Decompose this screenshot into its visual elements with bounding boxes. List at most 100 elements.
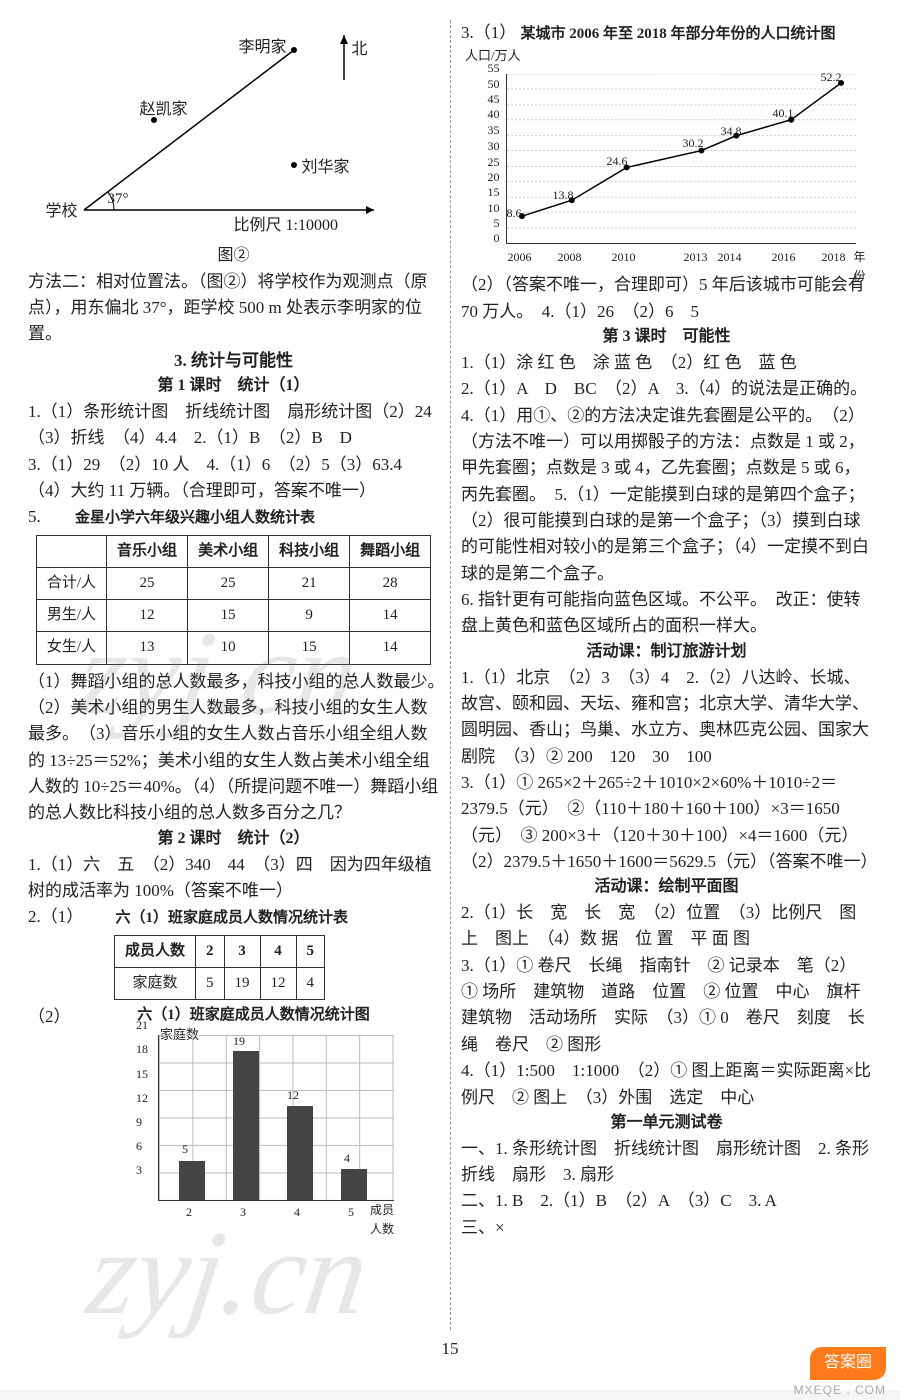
- ytick: 18: [136, 1040, 148, 1059]
- activity1-heading: 活动课：制订旅游计划: [461, 640, 872, 665]
- u1-sec1: 一、1. 条形统计图 折线统计图 扇形统计图 2. 条形 折线 扇形 3. 扇形: [461, 1136, 872, 1189]
- xtick: 2016: [772, 248, 796, 267]
- ytick: 35: [488, 121, 500, 140]
- l3-q1: 1.（1）涂 红 色 涂 蓝 色 （2）红 色 蓝 色: [461, 350, 872, 376]
- bar-x-label: 成员人数: [370, 1201, 394, 1238]
- a2-q3: 3.（1）① 卷尺 长绳 指南针 ② 记录本 笔（2）① 场所 建筑物 道路 位…: [461, 953, 872, 1058]
- table-row: 女生/人 13 10 15 14: [36, 632, 430, 664]
- xtick: 2013: [684, 248, 708, 267]
- xtick: 2006: [508, 248, 532, 267]
- xtick: 5: [348, 1203, 354, 1222]
- ytick: 9: [136, 1113, 142, 1132]
- pt-label: 40.1: [773, 104, 794, 123]
- angle-label: 37°: [108, 188, 129, 211]
- table-row: 家庭数 5 19 12 4: [115, 967, 325, 999]
- liming-label: 李明家: [239, 36, 287, 61]
- a2-q4: 4.（1）1:500 1:1000 （2）① 图上距离＝实际距离×比例尺 ② 图…: [461, 1058, 872, 1111]
- bar-chart: 家庭数 5 19 12 4 3 6: [138, 1031, 398, 1221]
- chart-after: （2）（答案不唯一，合理即可）5 年后该城市可能会有 70 万人。 4.（1）2…: [461, 272, 872, 325]
- unit1-heading: 第一单元测试卷: [461, 1111, 872, 1136]
- north-label: 北: [352, 38, 368, 63]
- footer-sub: MXEQE . COM: [794, 1381, 886, 1400]
- pt-label: 52.2: [821, 68, 842, 87]
- activity2-heading: 活动课：绘制平面图: [461, 875, 872, 900]
- right-column: 3.（1） 某城市 2006 年至 2018 年部分年份的人口统计图 人口/万人: [461, 20, 872, 1241]
- footer-badge: 答案圈: [810, 1347, 886, 1380]
- l2-q2-label: 2.（1）: [28, 907, 83, 926]
- th: 成员人数: [115, 935, 196, 967]
- l1-q3: 3.（1）29 （2）10 人 4.（1）6 （2）5（3）63.4 （4）大约…: [28, 452, 439, 505]
- td: 4: [296, 967, 325, 999]
- l3-q2: 2.（1）A D BC （2）A 3.（4）的说法是正确的。 4.（1）用①、②…: [461, 376, 872, 587]
- pt-label: 34.8: [721, 122, 742, 141]
- th: 美术小组: [188, 535, 269, 567]
- left-column: 北 李明家 赵凯家 刘华家 学校 37° 比例尺 1:10000 图② 方法二：…: [28, 20, 439, 1241]
- ytick: 12: [136, 1089, 148, 1108]
- table2-title: 六（1）班家庭成员人数情况统计表: [116, 910, 349, 926]
- zhaokai-label: 赵凯家: [140, 98, 188, 123]
- line-chart-title: 某城市 2006 年至 2018 年部分年份的人口统计图: [521, 26, 836, 42]
- liuhua-label: 刘华家: [302, 156, 350, 181]
- td: 13: [107, 632, 188, 664]
- bar-5: [341, 1169, 367, 1200]
- section3-heading: 3. 统计与可能性: [28, 348, 439, 374]
- td: 28: [350, 567, 431, 599]
- scale-label: 比例尺 1:10000: [234, 214, 338, 239]
- bar-chart-2-label: （2）: [28, 1004, 68, 1225]
- th: [36, 535, 106, 567]
- line-x-label: 年份: [854, 248, 866, 285]
- th: 4: [260, 935, 296, 967]
- td: 5: [196, 967, 225, 999]
- u1-sec2: 二、1. B 2.（1）B （2）A （3）C 3. A: [461, 1188, 872, 1214]
- th: 舞蹈小组: [350, 535, 431, 567]
- page-number: 15: [0, 1336, 900, 1362]
- th: 3: [224, 935, 260, 967]
- td: 10: [188, 632, 269, 664]
- a2-q2: 2.（1）长 宽 长 宽 （2）位置 （3）比例尺 图上 图上 （4）数 据 位…: [461, 900, 872, 953]
- td: 家庭数: [115, 967, 196, 999]
- pt-label: 24.6: [607, 152, 628, 171]
- td: 25: [107, 567, 188, 599]
- th: 2: [196, 935, 225, 967]
- bar-chart-title: 六（1）班家庭成员人数情况统计图: [68, 1004, 439, 1027]
- table2: 成员人数 2 3 4 5 家庭数 5 19 12 4: [114, 935, 325, 1001]
- l1-after-table: （1）舞蹈小组的总人数最多，科技小组的总人数最少。 （2）美术小组的男生人数最多…: [28, 669, 439, 827]
- td: 12: [107, 600, 188, 632]
- q3-label: 3.（1）: [461, 23, 516, 42]
- ytick: 3: [136, 1161, 142, 1180]
- page: 北 李明家 赵凯家 刘华家 学校 37° 比例尺 1:10000 图② 方法二：…: [0, 0, 900, 1390]
- table1: 音乐小组 美术小组 科技小组 舞蹈小组 合计/人 25 25 21 28 男生/…: [36, 535, 431, 665]
- a1-q3: 3.（1）① 265×2＋265÷2＋1010×2×60%＋1010÷2＝237…: [461, 770, 872, 875]
- table1-title: 金星小学六年级兴趣小组人数统计表: [75, 510, 315, 526]
- l3-q6: 6. 指针更有可能指向蓝色区域。不公平。 改正：使转盘上黄色和蓝色区域所占的面积…: [461, 587, 872, 640]
- a1-q1: 1.（1）北京 （2）3 （3）4 2.（2）八达岭、长城、故宫、颐和园、天坛、…: [461, 665, 872, 770]
- td: 9: [269, 600, 350, 632]
- ytick: 55: [488, 59, 500, 78]
- td: 15: [188, 600, 269, 632]
- ytick: 15: [136, 1065, 148, 1084]
- lesson3-heading: 第 3 课时 可能性: [461, 325, 872, 350]
- xtick: 2018: [822, 248, 846, 267]
- th: 科技小组: [269, 535, 350, 567]
- ytick: 25: [488, 153, 500, 172]
- line-chart: 8.6 13.8 24.6 30.2 34.8 40.1 52.2 5 10 1…: [472, 68, 862, 268]
- td: 15: [269, 632, 350, 664]
- lesson1-heading: 第 1 课时 统计（1）: [28, 374, 439, 399]
- fig-caption: 图②: [28, 244, 439, 269]
- table-row: 音乐小组 美术小组 科技小组 舞蹈小组: [36, 535, 430, 567]
- td: 12: [260, 967, 296, 999]
- line-plot: 8.6 13.8 24.6 30.2 34.8 40.1 52.2: [506, 74, 856, 244]
- l1-q1: 1.（1）条形统计图 折线统计图 扇形统计图（2）24 （3）折线 （4）4.4…: [28, 399, 439, 452]
- td: 女生/人: [36, 632, 106, 664]
- td: 19: [224, 967, 260, 999]
- position-diagram: 北 李明家 赵凯家 刘华家 学校 37° 比例尺 1:10000: [44, 20, 424, 240]
- bar-2: [179, 1161, 205, 1200]
- table-row: 成员人数 2 3 4 5: [115, 935, 325, 967]
- line-y-label: 人口/万人: [465, 46, 872, 66]
- td: 25: [188, 567, 269, 599]
- ytick: 6: [136, 1137, 142, 1156]
- bar-3: [233, 1051, 259, 1200]
- xtick: 2010: [612, 248, 636, 267]
- table-row: 男生/人 12 15 9 14: [36, 600, 430, 632]
- td: 21: [269, 567, 350, 599]
